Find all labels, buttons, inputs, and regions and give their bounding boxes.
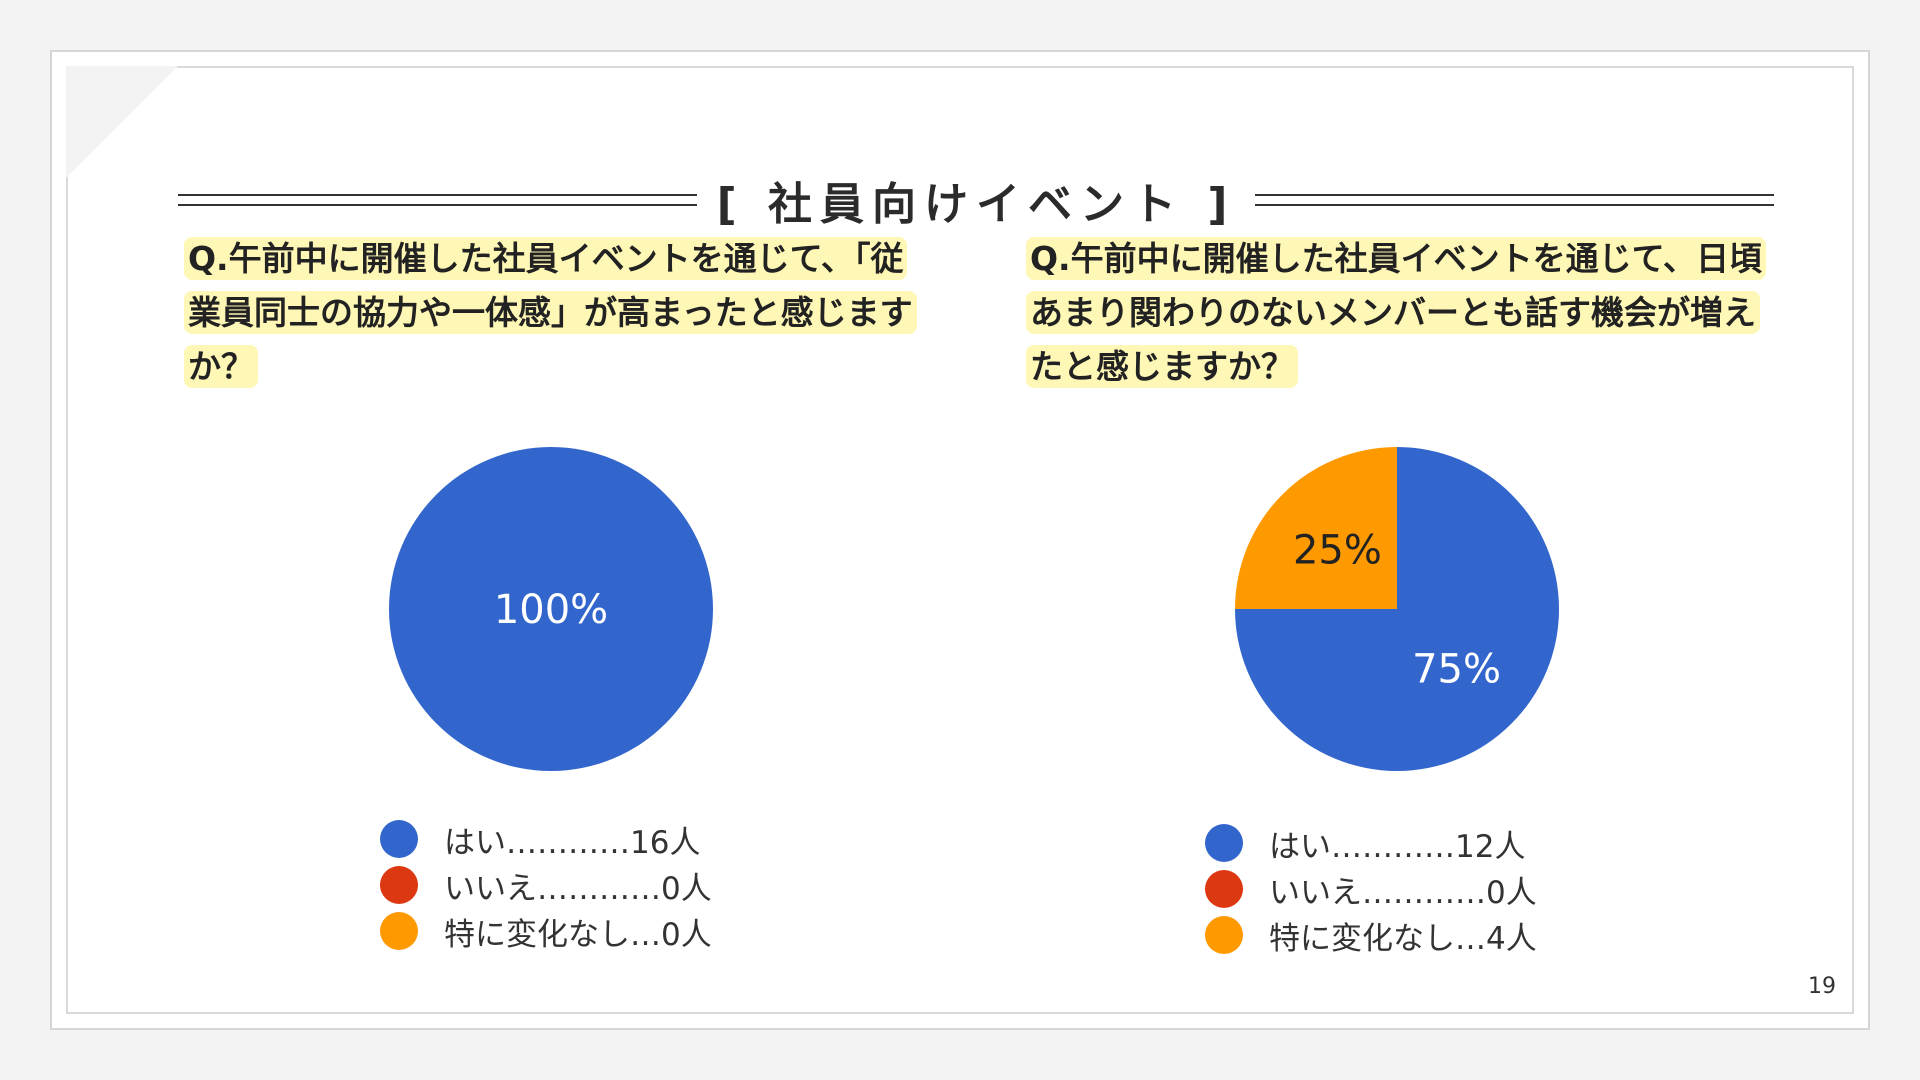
pie-slice-label: 25% bbox=[1293, 527, 1382, 573]
legend-swatch-orange bbox=[1205, 916, 1243, 954]
legend-swatch-blue bbox=[1205, 824, 1243, 862]
legend-2-label-yes: はい…………12人 bbox=[1269, 828, 1526, 865]
pie-slice-label: 100% bbox=[494, 587, 608, 633]
corner-fold-decoration bbox=[66, 66, 178, 178]
pie-slice-特に変化なし bbox=[1235, 447, 1397, 609]
legend-1-label-no: いいえ…………0人 bbox=[444, 870, 712, 907]
legend-1-label-yes: はい…………16人 bbox=[444, 824, 701, 861]
legend-1-item-yes: はい…………16人 bbox=[380, 816, 712, 862]
pie-slice-はい bbox=[389, 447, 713, 771]
question-2-text: Q.午前中に開催した社員イベントを通じて、日頃あまり関わりのないメンバーとも話す… bbox=[1026, 237, 1766, 388]
legend-1-item-nochange: 特に変化なし…0人 bbox=[380, 908, 712, 954]
slide-inner-border bbox=[66, 66, 1854, 1014]
pie-chart-2: 75% 25% bbox=[1235, 447, 1559, 771]
legend-1-item-no: いいえ…………0人 bbox=[380, 862, 712, 908]
pie-slice-label: 75% bbox=[1412, 647, 1501, 693]
page-title: [ 社員向けイベント ] bbox=[716, 179, 1236, 230]
legend-swatch-red bbox=[380, 866, 418, 904]
pie-chart-1: 100% bbox=[389, 447, 713, 771]
question-2: Q.午前中に開催した社員イベントを通じて、日頃あまり関わりのないメンバーとも話す… bbox=[1026, 232, 1776, 394]
legend-1: はい…………16人 いいえ…………0人 特に変化なし…0人 bbox=[380, 816, 712, 954]
legend-2-label-no: いいえ…………0人 bbox=[1269, 874, 1537, 911]
title-left-rule bbox=[178, 194, 697, 206]
legend-swatch-orange bbox=[380, 912, 418, 950]
title-right-rule bbox=[1255, 194, 1775, 206]
legend-2: はい…………12人 いいえ…………0人 特に変化なし…4人 bbox=[1205, 820, 1537, 958]
slide bbox=[50, 50, 1870, 1030]
title-bar: [ 社員向けイベント ] bbox=[178, 170, 1775, 230]
legend-swatch-red bbox=[1205, 870, 1243, 908]
legend-2-item-yes: はい…………12人 bbox=[1205, 820, 1537, 866]
legend-2-item-no: いいえ…………0人 bbox=[1205, 866, 1537, 912]
legend-2-label-nochange: 特に変化なし…4人 bbox=[1269, 920, 1537, 957]
legend-2-item-nochange: 特に変化なし…4人 bbox=[1205, 912, 1537, 958]
legend-1-label-nochange: 特に変化なし…0人 bbox=[444, 916, 712, 953]
legend-swatch-blue bbox=[380, 820, 418, 858]
question-1: Q.午前中に開催した社員イベントを通じて、「従業員同士の協力や一体感」が高まった… bbox=[184, 232, 917, 394]
question-1-text: Q.午前中に開催した社員イベントを通じて、「従業員同士の協力や一体感」が高まった… bbox=[184, 237, 917, 388]
page-number: 19 bbox=[1808, 974, 1836, 999]
